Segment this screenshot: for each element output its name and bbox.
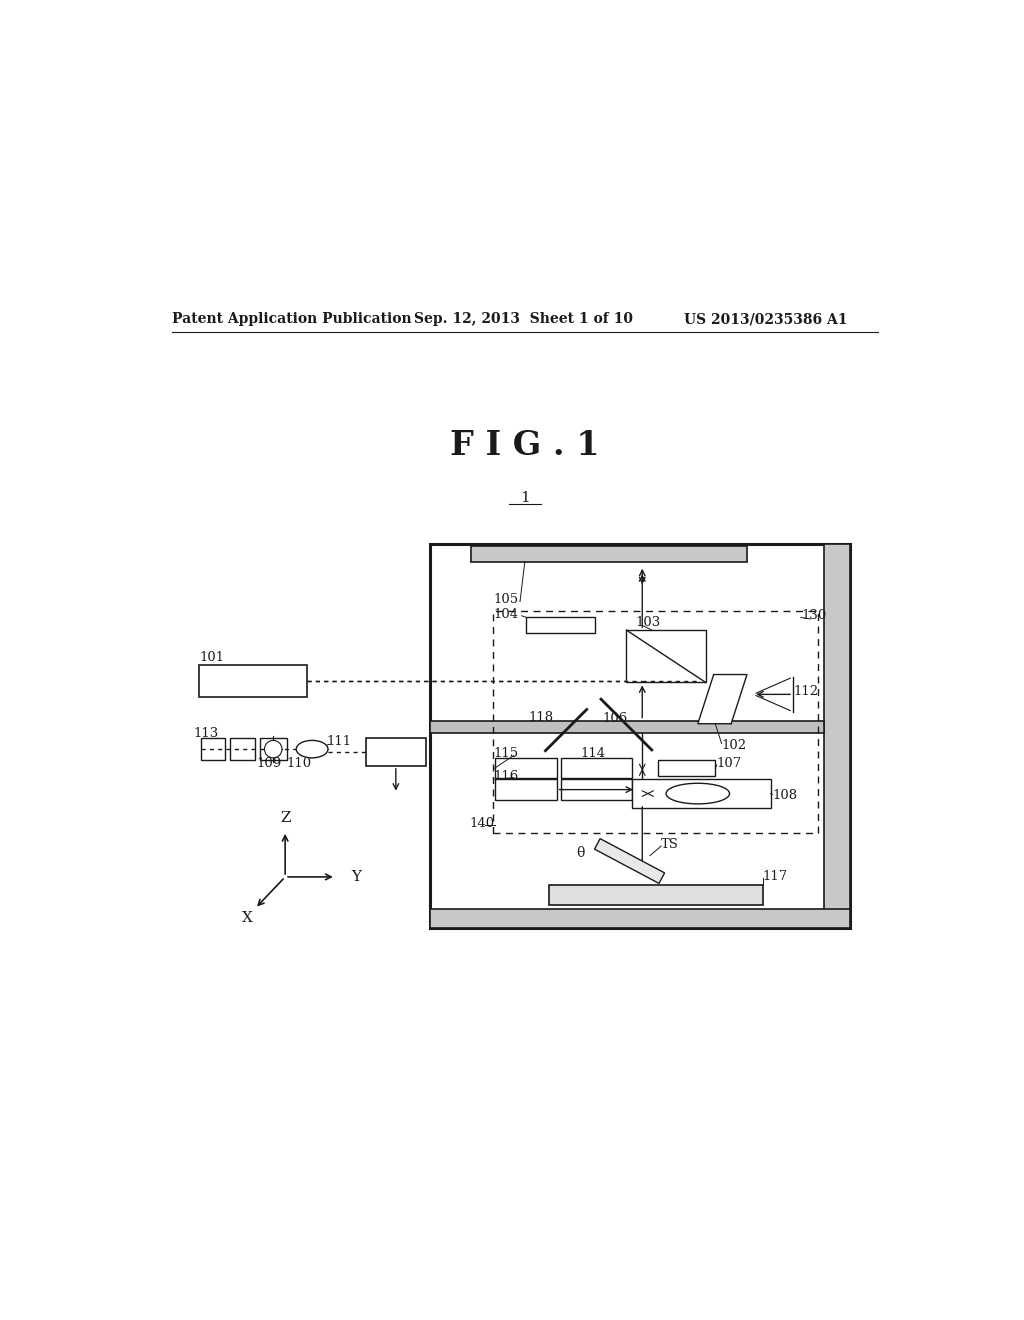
Text: Sep. 12, 2013  Sheet 1 of 10: Sep. 12, 2013 Sheet 1 of 10 [414, 312, 633, 326]
Text: 112: 112 [793, 685, 818, 698]
Bar [495, 758, 557, 777]
Circle shape [264, 741, 282, 758]
Text: 108: 108 [772, 789, 798, 803]
Text: 111: 111 [327, 735, 351, 747]
Text: 107: 107 [717, 756, 742, 770]
Text: 110: 110 [287, 756, 312, 770]
Text: Y: Y [351, 870, 361, 884]
Text: 102: 102 [722, 739, 746, 751]
Bar [430, 721, 824, 734]
Text: 106: 106 [602, 713, 628, 726]
Bar [632, 779, 771, 808]
Text: 113: 113 [194, 727, 218, 739]
Bar [549, 884, 763, 904]
Text: US 2013/0235386 A1: US 2013/0235386 A1 [684, 312, 847, 326]
Text: 116: 116 [494, 770, 518, 783]
Bar [201, 738, 225, 760]
Text: 1: 1 [520, 491, 529, 506]
Text: TS: TS [662, 838, 679, 851]
Polygon shape [697, 675, 748, 723]
Bar [494, 611, 818, 833]
Text: F I G . 1: F I G . 1 [450, 429, 600, 462]
Text: 140: 140 [469, 817, 495, 830]
Bar [200, 665, 306, 697]
Text: 104: 104 [494, 607, 518, 620]
Text: 118: 118 [528, 711, 554, 723]
Text: 115: 115 [494, 747, 518, 760]
Bar [658, 760, 715, 776]
Ellipse shape [666, 783, 729, 804]
Text: 109: 109 [257, 756, 282, 770]
Text: 117: 117 [763, 870, 788, 883]
Text: 103: 103 [636, 616, 662, 630]
Bar [430, 908, 850, 928]
Ellipse shape [296, 741, 328, 758]
Text: θ: θ [577, 846, 585, 861]
Bar [260, 738, 287, 760]
Text: Patent Application Publication: Patent Application Publication [172, 312, 412, 326]
Text: 114: 114 [581, 747, 605, 760]
Bar [495, 779, 557, 800]
Text: 130: 130 [801, 610, 826, 622]
Text: Z: Z [280, 812, 291, 825]
Bar [229, 738, 255, 760]
Bar [471, 546, 748, 562]
Bar [367, 738, 426, 766]
Text: 101: 101 [200, 651, 224, 664]
Text: 105: 105 [494, 594, 518, 606]
Bar [627, 630, 706, 682]
Bar [430, 544, 850, 928]
Bar [560, 779, 632, 800]
Bar [526, 618, 595, 634]
Bar [560, 758, 632, 777]
Text: X: X [242, 911, 253, 925]
Polygon shape [595, 838, 665, 883]
Bar [824, 544, 850, 928]
